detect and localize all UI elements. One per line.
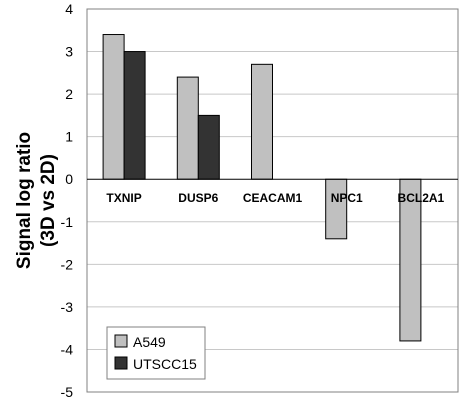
y-tick-label: 2 [65,86,73,102]
y-axis-label-line: (3D vs 2D) [38,154,59,247]
category-label: NPC1 [331,191,363,205]
legend-label: A549 [133,334,166,350]
legend: A549 UTSCC15 [106,326,206,380]
legend-swatch [114,334,128,348]
category-labels: TXNIP DUSP6 CEACAM1 NPC1 BCL2A1 [106,191,444,205]
y-tick-label: -5 [61,384,74,400]
y-tick-label: 4 [65,1,73,17]
legend-label: UTSCC15 [133,356,197,372]
y-tick-label: 0 [65,171,73,187]
y-axis-label: Signal log ratio (3D vs 2D) [14,132,59,269]
y-tick-label: 3 [65,44,73,60]
legend-swatch [114,356,128,370]
plot-area-frame [86,8,459,393]
y-tick-label: -2 [61,256,74,272]
category-label: CEACAM1 [243,191,303,205]
bar-a549-dusp6 [176,76,199,180]
y-tick-label: -3 [61,299,74,315]
y-tick-label: -4 [61,341,74,357]
category-label: BCL2A1 [398,191,445,205]
bar-utscc15-txnip [123,51,146,180]
bar-utscc15-dusp6 [197,114,220,180]
y-axis-tick-labels: 4 3 2 1 0 -1 -2 -3 -4 -5 [61,1,74,400]
category-label: TXNIP [106,191,141,205]
y-tick-label: -1 [61,214,74,230]
bar-a549-ceacam1 [251,63,273,180]
category-label: DUSP6 [178,191,218,205]
bar-a549-npc1 [325,178,348,240]
y-tick-label: 1 [65,129,73,145]
bar-a549-txnip [102,34,125,180]
bars [102,34,422,342]
y-axis-label-line: Signal log ratio [14,132,35,269]
